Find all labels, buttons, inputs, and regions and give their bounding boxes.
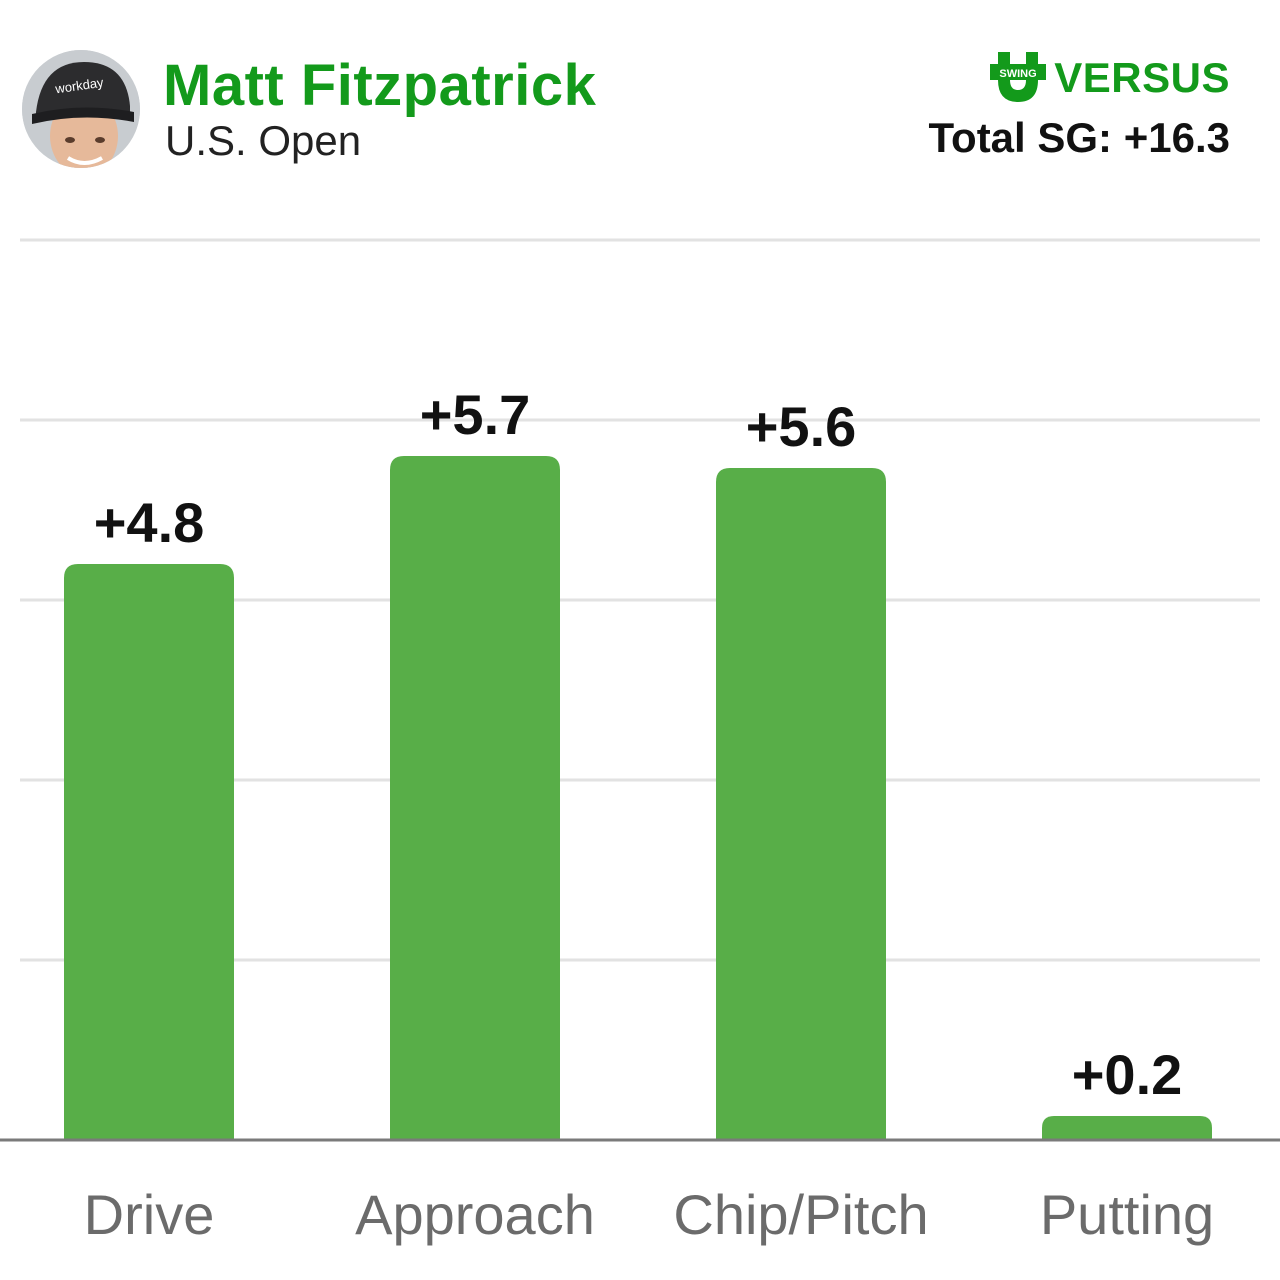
swing-u-icon: SWING (990, 52, 1047, 102)
total-sg: Total SG: +16.3 (928, 114, 1231, 161)
player-name: Matt Fitzpatrick (163, 53, 597, 118)
bars (64, 456, 1212, 1140)
event-name: U.S. Open (165, 117, 362, 164)
player-avatar: workday (22, 50, 140, 168)
data-labels: +4.8 +5.7 +5.6 +0.2 (94, 383, 1183, 1106)
x-tick-label: Putting (1040, 1183, 1214, 1246)
data-label: +0.2 (1072, 1043, 1183, 1106)
bar-approach (390, 456, 560, 1140)
bar-chip-pitch (716, 468, 886, 1140)
brand-tag: SWING (1000, 68, 1037, 80)
brand-name: VERSUS (1054, 54, 1230, 101)
data-label: +5.7 (420, 383, 531, 446)
chart-header: workday Matt Fitzpatrick U.S. Open SWING… (0, 0, 1280, 200)
x-tick-label: Drive (84, 1183, 215, 1246)
x-tick-label: Chip/Pitch (673, 1183, 928, 1246)
data-label: +5.6 (746, 395, 857, 458)
bar-putting (1042, 1116, 1212, 1140)
player-photo-icon: workday (22, 50, 140, 168)
avatar-cap-text: workday (53, 75, 105, 97)
x-tick-labels: Drive Approach Chip/Pitch Putting (84, 1183, 1215, 1246)
bar-drive (64, 564, 234, 1140)
data-label: +4.8 (94, 491, 205, 554)
brand-logo: SWING VERSUS (990, 50, 1230, 106)
x-tick-label: Approach (355, 1183, 595, 1246)
